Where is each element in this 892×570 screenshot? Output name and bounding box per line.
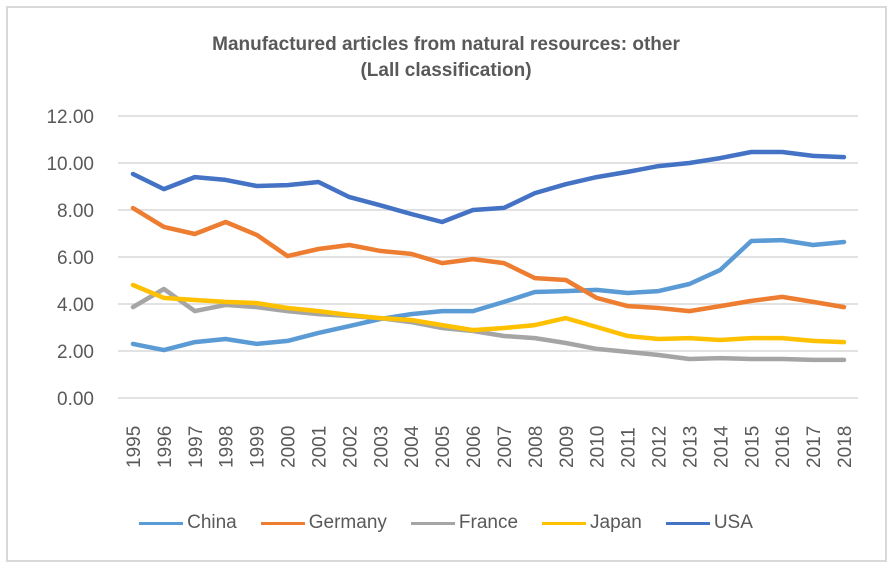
legend-item-japan: Japan xyxy=(542,512,642,534)
legend-label: China xyxy=(187,512,237,533)
x-tick-label: 2013 xyxy=(680,426,701,468)
legend-swatch xyxy=(542,521,587,525)
y-tick-label: 6.00 xyxy=(57,248,94,269)
y-tick-label: 8.00 xyxy=(57,201,94,222)
x-tick-label: 2009 xyxy=(557,426,578,468)
legend-swatch xyxy=(139,521,184,525)
legend-label: Germany xyxy=(308,512,387,533)
x-tick-label: 2002 xyxy=(340,426,361,468)
x-tick-label: 2006 xyxy=(464,426,485,468)
series-line-france xyxy=(130,286,847,363)
x-tick-label: 2000 xyxy=(279,426,300,468)
legend-item-china: China xyxy=(139,512,237,534)
x-tick-label: 2014 xyxy=(711,425,732,468)
x-tick-label: 2003 xyxy=(371,426,392,468)
x-tick-label: 1999 xyxy=(248,426,269,468)
series-line-china xyxy=(130,237,847,353)
x-tick-label: 2012 xyxy=(650,426,671,468)
legend-item-france: France xyxy=(410,512,519,534)
x-tick-label: 1998 xyxy=(217,426,238,468)
x-tick-label: 2017 xyxy=(804,426,825,468)
legend-item-germany: Germany xyxy=(260,512,387,534)
x-tick-label: 2010 xyxy=(588,426,609,468)
x-tick-label: 1997 xyxy=(186,426,207,468)
series-line-usa xyxy=(130,149,847,225)
legend: China Germany France Japan USA xyxy=(0,512,892,534)
y-axis-ticks: 0.00 2.00 4.00 6.00 8.00 10.00 12.00 xyxy=(46,107,94,410)
chart-title-line2: (Lall classification) xyxy=(360,60,532,81)
x-tick-label: 2015 xyxy=(742,426,763,468)
x-tick-label: 1995 xyxy=(124,426,145,468)
x-tick-label: 2005 xyxy=(433,426,454,468)
chart-title-line1: Manufactured articles from natural resou… xyxy=(212,34,680,55)
x-tick-label: 2004 xyxy=(402,425,423,468)
y-tick-label: 2.00 xyxy=(57,342,94,363)
series-line-germany xyxy=(130,205,847,314)
y-tick-label: 0.00 xyxy=(57,389,94,410)
x-tick-label: 1996 xyxy=(155,426,176,468)
x-tick-label: 2001 xyxy=(309,426,330,468)
series-line-japan xyxy=(130,282,847,345)
x-tick-label: 2011 xyxy=(619,427,640,468)
y-tick-label: 12.00 xyxy=(46,107,94,128)
x-axis-ticks: 1995 1996 1997 1998 1999 2000 2001 2002 2003 2004… xyxy=(124,425,856,468)
y-tick-label: 4.00 xyxy=(57,295,94,316)
legend-label: USA xyxy=(713,512,753,533)
legend-label: France xyxy=(458,512,519,533)
legend-label: Japan xyxy=(590,512,642,533)
gridlines xyxy=(118,115,858,399)
y-tick-label: 10.00 xyxy=(46,154,94,175)
x-tick-label: 2007 xyxy=(495,426,516,468)
chart-title: Manufactured articles from natural resou… xyxy=(0,32,892,84)
x-tick-label: 2018 xyxy=(835,426,856,468)
legend-item-usa: USA xyxy=(665,512,753,534)
x-tick-label: 2016 xyxy=(773,426,794,468)
chart-area xyxy=(6,6,887,562)
legend-swatch xyxy=(260,521,305,525)
legend-swatch xyxy=(665,521,710,525)
x-tick-label: 2008 xyxy=(526,426,547,468)
series-lines xyxy=(130,149,847,363)
legend-swatch xyxy=(410,521,455,525)
